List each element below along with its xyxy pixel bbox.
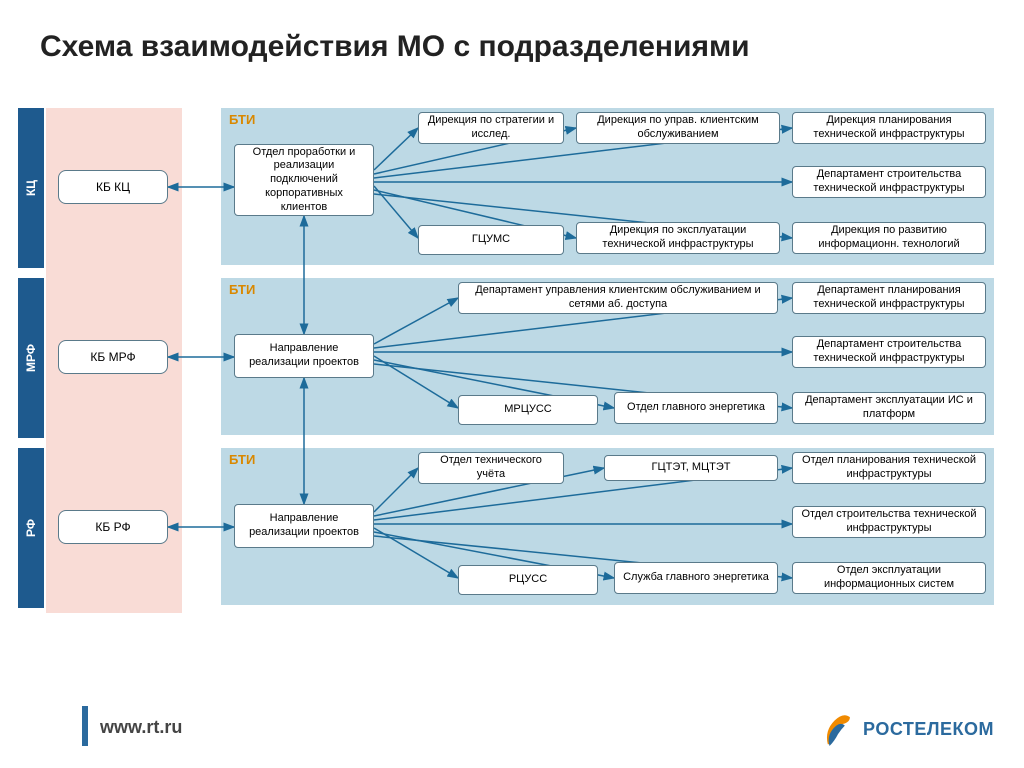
r3g: Отдел эксплуатации информационных систем (792, 562, 986, 594)
brand-logo: РОСТЕЛЕКОМ (821, 710, 994, 748)
r2c: Департамент строительства технической ин… (792, 336, 986, 368)
section-label: МРФ (18, 278, 44, 438)
hub1: Отдел проработки и реализации подключени… (234, 144, 374, 216)
r2b: Департамент планирования технической инф… (792, 282, 986, 314)
r1a: Дирекция по стратегии и исслед. (418, 112, 564, 144)
r1d: Департамент строительства технической ин… (792, 166, 986, 198)
r3d: Отдел строительства технической инфрастр… (792, 506, 986, 538)
section-label: КЦ (18, 108, 44, 268)
r3f: Служба главного энергетика (614, 562, 778, 594)
r1f: Дирекция по эксплуатации технической инф… (576, 222, 780, 254)
kb-kc: КБ КЦ (58, 170, 168, 204)
r3b: ГЦТЭТ, МЦТЭТ (604, 455, 778, 481)
r3e: РЦУСС (458, 565, 598, 595)
bti-label: БТИ (229, 112, 255, 127)
brand-name: РОСТЕЛЕКОМ (863, 719, 994, 740)
r1e: ГЦУМС (418, 225, 564, 255)
page-title: Схема взаимодействия МО с подразделениям… (40, 30, 750, 64)
r2a: Департамент управления клиентским обслуж… (458, 282, 778, 314)
r1c: Дирекция планирования технической инфрас… (792, 112, 986, 144)
hub2: Направление реализации проектов (234, 334, 374, 378)
kb-rf: КБ РФ (58, 510, 168, 544)
section-label: РФ (18, 448, 44, 608)
footer-url: www.rt.ru (100, 717, 182, 738)
r1b: Дирекция по управ. клиентским обслуживан… (576, 112, 780, 144)
r1g: Дирекция по развитию информационн. техно… (792, 222, 986, 254)
r2e: Отдел главного энергетика (614, 392, 778, 424)
hub3: Направление реализации проектов (234, 504, 374, 548)
rostelecom-ear-icon (821, 710, 855, 748)
bti-label: БТИ (229, 282, 255, 297)
footer-accent (82, 706, 88, 746)
kb-mrf: КБ МРФ (58, 340, 168, 374)
r2f: Департамент эксплуатации ИС и платформ (792, 392, 986, 424)
bti-label: БТИ (229, 452, 255, 467)
r2d: МРЦУСС (458, 395, 598, 425)
r3a: Отдел технического учёта (418, 452, 564, 484)
r3c: Отдел планирования технической инфрастру… (792, 452, 986, 484)
